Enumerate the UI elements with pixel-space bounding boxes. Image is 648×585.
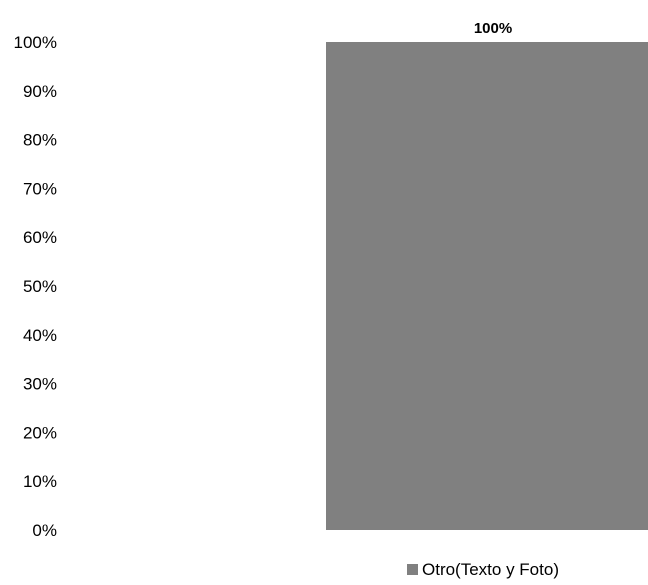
legend: Otro(Texto y Foto) [407, 560, 559, 579]
y-tick-label: 40% [23, 326, 57, 345]
y-tick-label: 70% [23, 179, 57, 198]
bar-data-label: 100% [474, 20, 512, 37]
y-tick-label: 80% [23, 131, 57, 150]
bar [326, 42, 648, 530]
y-axis: 0% 10% 20% 30% 40% 50% 60% 70% 80% 90% 100% [14, 33, 57, 540]
y-tick-label: 30% [23, 375, 57, 394]
y-tick-label: 100% [14, 33, 57, 52]
y-tick-label: 90% [23, 82, 57, 101]
bars-group [326, 42, 648, 530]
y-tick-label: 60% [23, 228, 57, 247]
legend-swatch [407, 564, 418, 575]
y-tick-label: 0% [32, 521, 57, 540]
y-tick-label: 20% [23, 423, 57, 442]
y-tick-label: 10% [23, 472, 57, 491]
data-labels-group: 100% [474, 20, 512, 37]
legend-label: Otro(Texto y Foto) [422, 560, 559, 579]
y-tick-label: 50% [23, 277, 57, 296]
